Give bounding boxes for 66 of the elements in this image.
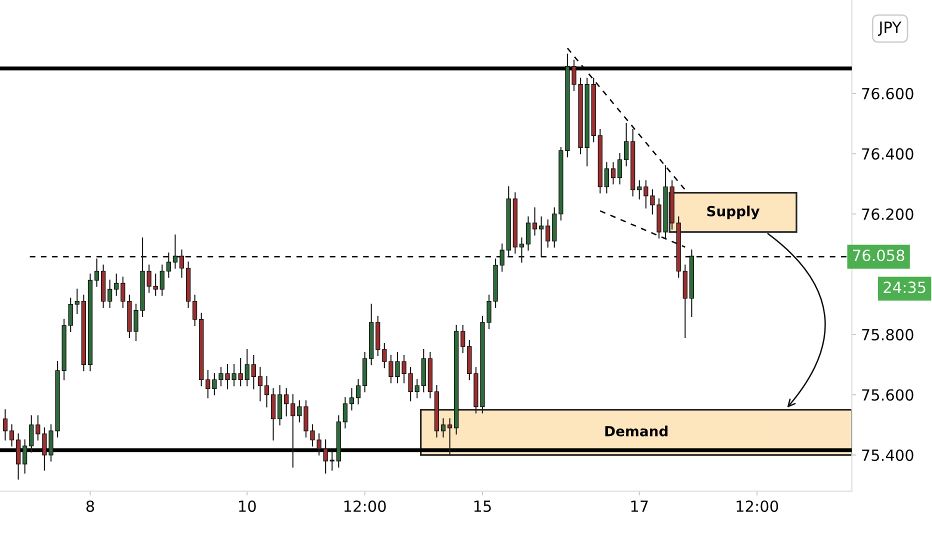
candlestick	[22, 439, 28, 474]
y-tick-label: 76.400	[862, 148, 914, 160]
band-label: Supply	[707, 206, 760, 220]
candlestick	[238, 358, 243, 386]
candlestick	[179, 250, 184, 278]
candlestick	[258, 367, 263, 402]
candlestick	[546, 219, 550, 248]
candlestick	[356, 379, 361, 404]
candlestick	[251, 355, 256, 390]
candlestick	[349, 388, 354, 410]
candlestick	[408, 367, 413, 402]
x-tick-label: 17	[631, 500, 648, 512]
candlestick	[382, 342, 387, 368]
candlestick	[539, 216, 544, 257]
candlestick	[36, 415, 40, 440]
candlestick	[160, 264, 164, 296]
candlestick	[9, 424, 14, 447]
candlestick	[192, 294, 198, 326]
candlestick	[342, 397, 348, 428]
candlestick	[172, 234, 178, 269]
candlestick	[74, 288, 80, 314]
y-tick-label: 75.400	[862, 449, 914, 462]
candlestick	[323, 439, 328, 474]
y-tick-label: 75.800	[862, 328, 914, 340]
x-tick-label: 12:00	[344, 500, 386, 512]
candlestick	[519, 237, 524, 263]
candlestick	[290, 394, 296, 468]
candlestick	[526, 216, 531, 251]
candlestick	[108, 280, 112, 308]
candlestick	[604, 162, 609, 194]
candlestick	[264, 376, 270, 408]
candlestick	[206, 370, 210, 398]
x-tick-label: 12:00	[736, 500, 778, 512]
candlestick	[166, 252, 171, 278]
candlestick	[114, 274, 119, 296]
candlestick	[532, 207, 538, 236]
text: 24:35	[884, 282, 926, 294]
candlestick	[29, 415, 34, 453]
band-label: Demand	[605, 426, 668, 436]
candlestick	[297, 400, 302, 422]
x-tick-label: 15	[474, 500, 491, 512]
ref-line-label: 76.058	[853, 250, 904, 262]
y-tick-label: 76.600	[862, 88, 914, 100]
x-tick-label: 8	[86, 500, 94, 512]
candlestick	[244, 348, 250, 386]
candlestick	[460, 324, 466, 354]
y-tick-label: 75.600	[862, 389, 914, 401]
y-tick-label: 76.200	[862, 208, 914, 220]
candlestick	[212, 373, 217, 396]
candlestick	[94, 258, 100, 287]
candlestick	[68, 298, 73, 332]
candlestick	[2, 409, 8, 440]
candlestick	[120, 276, 126, 308]
candlestick	[644, 180, 648, 208]
text: JPY	[878, 22, 902, 36]
candlestick	[500, 244, 504, 272]
candlestick	[414, 379, 420, 398]
candlestick	[624, 122, 629, 166]
candlestick	[617, 153, 622, 184]
x-tick-label: 10	[239, 500, 256, 512]
candlestick	[284, 388, 289, 416]
candlestick	[153, 274, 158, 296]
candlestick	[610, 162, 616, 184]
candlestick	[637, 180, 642, 200]
candlestick	[440, 418, 446, 438]
candlestick	[330, 451, 334, 471]
